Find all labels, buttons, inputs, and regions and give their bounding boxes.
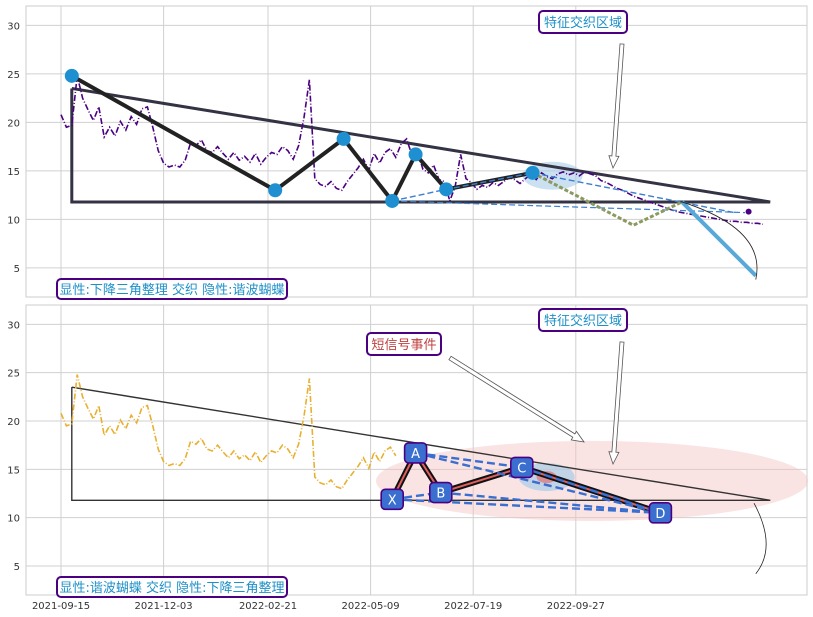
interaction-zone (376, 440, 808, 521)
forecast-path (680, 200, 758, 278)
pattern-node-label: X (388, 493, 397, 508)
x-tick-label: 2022-05-09 (342, 601, 400, 612)
callout-short-signal-box (366, 332, 442, 356)
y-tick-label: 15 (7, 167, 20, 178)
pattern-node-box (403, 442, 428, 464)
x-tick-label: 2021-12-03 (135, 601, 193, 612)
y-tick-label: 30 (7, 21, 20, 32)
y-tick-label: 5 (14, 264, 20, 275)
pattern-node-box (509, 456, 534, 479)
price-series-line (60, 374, 397, 490)
panel-label-bottom: 显性:谐波蝴蝶 交织 隐性:下降三角整理 (59, 580, 284, 596)
pattern-node-label: D (655, 507, 665, 522)
y-tick-label: 20 (7, 118, 20, 129)
pattern-node-label: A (411, 447, 420, 462)
pattern-node-label: B (436, 487, 445, 502)
y-tick-label: 10 (7, 215, 20, 226)
y-tick-label: 20 (7, 417, 20, 428)
y-tick-label: 10 (7, 514, 20, 525)
panel-label-top: 显性:下降三角整理 交织 隐性:谐波蝴蝶 (59, 282, 284, 298)
callout-feature-zone-box (538, 308, 628, 332)
callout-short-signal: 短信号事件 (371, 338, 436, 353)
forecast-arrow (753, 502, 767, 574)
projection-dashed (392, 172, 735, 214)
triangle-lower-line (70, 88, 771, 204)
butterfly-wing-dashed (521, 466, 661, 514)
pattern-node-box (428, 481, 453, 504)
callout-feature-zone-box (538, 10, 628, 34)
projection-dashed (392, 200, 746, 214)
pattern-node-label: C (517, 461, 526, 476)
top-panel: 5 10 15 20 25 30 (7, 5, 808, 298)
triangle-upper-line (71, 86, 771, 204)
butterfly-wing-dashed (440, 491, 661, 515)
pattern-point-marker (525, 165, 540, 180)
callout-arrow (448, 355, 585, 443)
x-tick-label: 2022-07-19 (444, 601, 502, 612)
x-tick-label: 2021-09-15 (32, 601, 90, 612)
x-tick-label: 2022-09-27 (547, 601, 605, 612)
pattern-point-marker (385, 193, 400, 208)
butterfly-wing-dashed (415, 451, 661, 514)
panel-label-bottom-box (56, 576, 288, 598)
series-end-dot (745, 208, 752, 215)
pattern-node-box (648, 502, 673, 524)
x-tick-label: 2022-02-21 (239, 601, 297, 612)
pattern-point-marker (268, 183, 283, 198)
pattern-point-marker (64, 68, 79, 83)
butterfly-wing-dashed (392, 498, 661, 515)
y-tick-label: 25 (7, 369, 20, 380)
callout-feature-zone: 特征交织区域 (544, 15, 622, 31)
callout-feature-zone: 特征交织区域 (544, 313, 622, 329)
pattern-point-marker (336, 131, 351, 146)
forecast-arrow (681, 201, 758, 280)
y-tick-label: 25 (7, 70, 20, 81)
y-tick-label: 5 (14, 562, 20, 573)
callout-arrow (608, 341, 625, 466)
y-tick-label: 30 (7, 320, 20, 331)
callout-arrow (608, 43, 625, 170)
butterfly-wing-dashed (415, 451, 522, 469)
pattern-node-box (380, 488, 405, 511)
pattern-point-marker (408, 147, 423, 162)
pattern-point-marker (439, 182, 454, 197)
y-tick-label: 15 (7, 465, 20, 476)
panel-label-top-box (56, 278, 288, 300)
